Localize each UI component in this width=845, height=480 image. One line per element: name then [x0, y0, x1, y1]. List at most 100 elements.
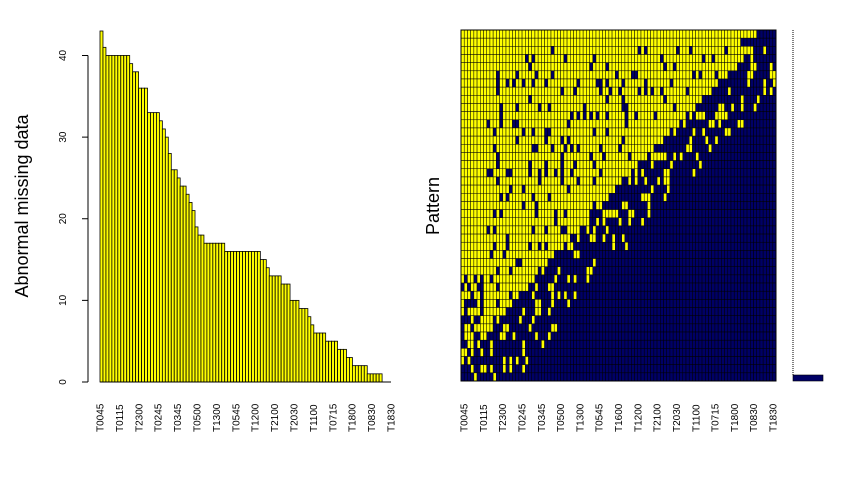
pattern-cell — [586, 160, 590, 170]
pattern-cell — [605, 103, 610, 112]
pattern-cell — [586, 274, 590, 284]
pattern-cell — [643, 127, 648, 137]
pattern-cell — [598, 282, 603, 292]
pattern-cell — [560, 372, 565, 382]
pattern-cell — [534, 348, 539, 357]
bar — [170, 169, 175, 383]
pattern-cell — [515, 54, 520, 63]
pattern-cell — [515, 95, 520, 104]
pattern-cell — [663, 290, 667, 300]
pattern-cell — [608, 86, 613, 96]
pattern-cell — [476, 111, 481, 121]
pattern-cell — [550, 168, 555, 178]
pattern-cell — [727, 184, 732, 194]
pattern-cell — [602, 217, 606, 227]
pattern-cell — [656, 103, 661, 112]
pattern-cell — [737, 241, 741, 251]
pattern-cell — [573, 78, 577, 88]
pattern-cell — [669, 323, 674, 333]
pattern-cell — [586, 119, 590, 129]
pattern-cell — [730, 152, 735, 161]
pattern-cell — [740, 78, 745, 88]
pattern-cell — [753, 331, 757, 341]
y-tick-label: 0 — [58, 379, 69, 385]
pattern-cell — [685, 258, 690, 267]
pattern-cell — [737, 37, 741, 47]
pattern-cell — [727, 86, 732, 96]
pattern-cell — [762, 339, 767, 349]
pattern-cell — [483, 225, 487, 235]
pattern-cell — [582, 241, 587, 251]
pattern-cell — [733, 217, 738, 227]
pattern-cell — [653, 209, 658, 218]
pattern-cell — [531, 160, 536, 170]
bar — [141, 87, 145, 383]
bar — [316, 332, 321, 383]
pattern-cell — [537, 168, 542, 178]
pattern-cell — [621, 315, 626, 325]
pattern-cell — [505, 217, 510, 227]
pattern-cell — [643, 201, 648, 210]
pattern-cell — [557, 356, 561, 365]
pattern-cell — [544, 152, 549, 161]
pattern-cell — [573, 193, 577, 202]
bar — [120, 55, 125, 383]
pattern-cell — [534, 307, 539, 316]
pattern-cell — [695, 119, 700, 129]
pattern-cell — [553, 282, 558, 292]
pattern-cell — [492, 54, 497, 63]
pattern-cell — [499, 250, 504, 259]
pattern-cell — [499, 111, 504, 121]
pattern-cell — [698, 135, 703, 145]
pattern-cell — [602, 78, 606, 88]
pattern-cell — [688, 193, 693, 202]
bar — [337, 348, 341, 383]
pattern-cell — [492, 144, 497, 153]
pattern-cell — [544, 348, 549, 357]
pattern-cell — [492, 225, 497, 235]
pattern-cell — [753, 266, 757, 276]
pattern-cell — [647, 331, 651, 341]
pattern-cell — [762, 46, 767, 55]
pattern-cell — [505, 160, 510, 170]
pattern-cell — [733, 250, 738, 259]
pattern-cell — [698, 339, 703, 349]
pattern-cell — [476, 70, 481, 80]
pattern-cell — [737, 356, 741, 365]
pattern-cell — [579, 54, 584, 63]
pattern-cell — [531, 152, 536, 161]
pattern-cell — [746, 299, 751, 308]
pattern-cell — [496, 290, 500, 300]
pattern-cell — [541, 168, 545, 178]
pattern-cell — [650, 46, 655, 55]
pattern-cell — [756, 152, 761, 161]
pattern-cell — [470, 339, 475, 349]
pattern-cell — [640, 274, 645, 284]
pattern-cell — [624, 356, 629, 365]
pattern-cell — [521, 119, 526, 129]
pattern-cell — [695, 331, 700, 341]
pattern-cell — [637, 103, 642, 112]
pattern-cell — [711, 323, 716, 333]
pattern-cell — [521, 331, 526, 341]
pattern-cell — [560, 37, 565, 47]
x-tick-label: T1830 — [387, 403, 398, 432]
pattern-cell — [621, 299, 626, 308]
pattern-cell — [582, 315, 587, 325]
pattern-cell — [621, 46, 626, 55]
pattern-cell — [476, 152, 481, 161]
pattern-cell — [631, 78, 635, 88]
pattern-cell — [605, 348, 610, 357]
pattern-cell — [598, 372, 603, 382]
pattern-cell — [647, 356, 651, 365]
pattern-cell — [769, 209, 774, 218]
pattern-cell — [631, 160, 635, 170]
pattern-cell — [679, 225, 684, 235]
pattern-cell — [692, 54, 696, 63]
pattern-cell — [695, 70, 700, 80]
pattern-cell — [762, 54, 767, 63]
pattern-cell — [666, 37, 671, 47]
pattern-cell — [473, 372, 478, 382]
pattern-cell — [666, 160, 671, 170]
pattern-cell — [743, 225, 748, 235]
